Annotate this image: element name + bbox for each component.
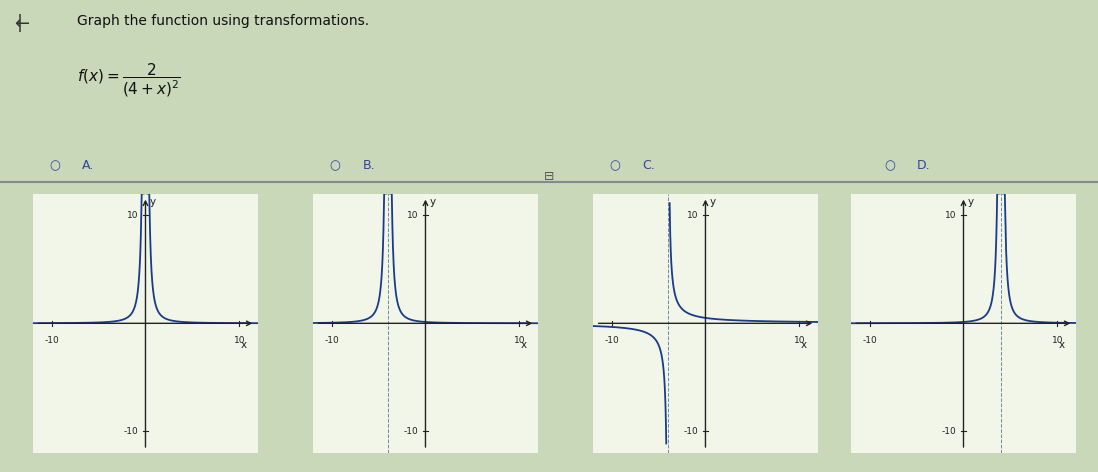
Text: -10: -10 xyxy=(941,427,956,436)
Text: y: y xyxy=(710,197,716,207)
Text: $\leftarrow$: $\leftarrow$ xyxy=(11,14,31,32)
Text: 10: 10 xyxy=(1052,336,1063,346)
Text: B.: B. xyxy=(362,159,374,172)
Text: 10: 10 xyxy=(126,211,138,219)
Text: -10: -10 xyxy=(403,427,418,436)
Text: x: x xyxy=(520,339,527,350)
Text: 10: 10 xyxy=(514,336,525,346)
Text: 10: 10 xyxy=(234,336,245,346)
Text: C.: C. xyxy=(642,159,656,172)
Text: 10: 10 xyxy=(794,336,805,346)
Text: x: x xyxy=(800,339,807,350)
Text: y: y xyxy=(430,197,436,207)
Text: A.: A. xyxy=(82,159,94,172)
Text: D.: D. xyxy=(917,159,930,172)
Text: |: | xyxy=(16,14,22,32)
Text: $f(x)=\dfrac{2}{(4+x)^2}$: $f(x)=\dfrac{2}{(4+x)^2}$ xyxy=(77,61,180,99)
Text: -10: -10 xyxy=(44,336,59,346)
Text: x: x xyxy=(240,339,247,350)
Text: y: y xyxy=(968,197,974,207)
Text: Graph the function using transformations.: Graph the function using transformations… xyxy=(77,14,369,28)
Text: y: y xyxy=(150,197,156,207)
Text: ○: ○ xyxy=(49,159,60,172)
Text: ○: ○ xyxy=(884,159,895,172)
Text: 10: 10 xyxy=(406,211,418,219)
Text: -10: -10 xyxy=(324,336,339,346)
Text: ○: ○ xyxy=(609,159,620,172)
Text: ○: ○ xyxy=(329,159,340,172)
Text: x: x xyxy=(1058,339,1065,350)
Text: -10: -10 xyxy=(862,336,877,346)
Text: 10: 10 xyxy=(944,211,956,219)
Text: 10: 10 xyxy=(686,211,698,219)
Text: -10: -10 xyxy=(604,336,619,346)
Text: ⊟: ⊟ xyxy=(544,170,554,184)
Text: -10: -10 xyxy=(683,427,698,436)
Text: -10: -10 xyxy=(123,427,138,436)
